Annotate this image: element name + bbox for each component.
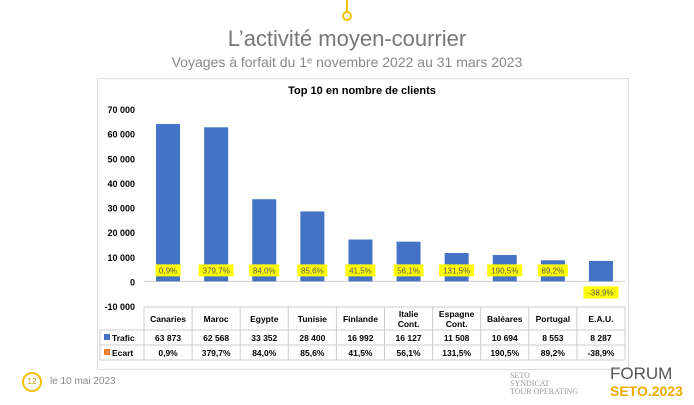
page-number: 12 xyxy=(22,372,42,392)
ecart-value: 379,7% xyxy=(202,348,231,358)
category-label: Baléares xyxy=(487,314,523,324)
ecart-data-label: 85,6% xyxy=(301,266,324,275)
ecart-label-bg xyxy=(249,264,280,277)
chart-title: Top 10 en nombre de clients xyxy=(288,85,436,97)
y-tick-label: 0 xyxy=(130,277,135,287)
ecart-data-label: 56,1% xyxy=(397,266,420,275)
ecart-value: 89,2% xyxy=(541,348,566,358)
ecart-label-bg xyxy=(198,264,234,277)
category-label: Italie xyxy=(399,309,419,319)
y-tick-label: 40 000 xyxy=(107,179,135,189)
trafic-value: 28 400 xyxy=(299,333,325,343)
legend-swatch-trafic xyxy=(104,334,110,340)
y-tick-label: 50 000 xyxy=(107,154,135,164)
category-label: Tunisie xyxy=(298,314,327,324)
category-label: Finlande xyxy=(343,314,378,324)
ecart-value: 85,6% xyxy=(300,348,325,358)
ecart-label-bg xyxy=(393,264,424,277)
ecart-label-bg xyxy=(537,264,568,277)
seto-logo: SETO SYNDICAT TOUR OPERATING xyxy=(510,371,579,396)
category-label: Cont. xyxy=(446,319,468,329)
y-tick-label: 10 000 xyxy=(107,253,135,263)
legend-label-trafic: Trafic xyxy=(112,333,135,343)
page-subtitle: Voyages à forfait du 1ᵉ novembre 2022 au… xyxy=(171,54,523,70)
category-label: Portugal xyxy=(536,314,570,324)
category-label: E.A.U. xyxy=(588,314,613,324)
legend-label-ecart: Ecart xyxy=(112,348,133,358)
category-label: Cont. xyxy=(398,319,420,329)
ecart-label-bg xyxy=(297,264,328,277)
trafic-value: 16 127 xyxy=(396,333,422,343)
legend-swatch-ecart xyxy=(104,349,110,355)
ecart-data-label: 84,0% xyxy=(253,266,276,275)
trafic-value: 8 553 xyxy=(542,333,564,343)
trafic-value: 10 694 xyxy=(492,333,518,343)
forum-year: SETO.2023 xyxy=(610,383,683,399)
y-tick-label: 30 000 xyxy=(107,204,135,214)
trafic-value: 62 568 xyxy=(203,333,229,343)
ecart-value: 190,5% xyxy=(490,348,519,358)
bar-trafic xyxy=(156,124,181,282)
y-tick-label: 20 000 xyxy=(107,228,135,238)
ecart-data-label: 89,2% xyxy=(542,266,565,275)
forum-logo: FORUM xyxy=(610,364,673,383)
ecart-value: 41,5% xyxy=(348,348,373,358)
trafic-value: 16 992 xyxy=(347,333,373,343)
ecart-data-label: -38,9% xyxy=(588,288,613,297)
ecart-value: 0,9% xyxy=(158,348,178,358)
y-tick-label: -10 000 xyxy=(104,302,135,312)
ecart-label-bg xyxy=(439,264,475,277)
y-tick-label: 60 000 xyxy=(107,130,135,140)
category-label: Espagne xyxy=(439,309,475,319)
ecart-label-bg xyxy=(155,264,181,277)
footer-date: le 10 mai 2023 xyxy=(50,376,116,387)
ecart-value: 56,1% xyxy=(396,348,421,358)
ecart-label-bg xyxy=(345,264,376,277)
y-tick-label: 70 000 xyxy=(107,105,135,115)
page-title: L’activité moyen-courrier xyxy=(227,26,467,51)
category-label: Egypte xyxy=(250,314,279,324)
bar-trafic xyxy=(588,260,613,282)
ecart-data-label: 190,5% xyxy=(491,266,518,275)
trafic-value: 8 287 xyxy=(590,333,612,343)
ecart-value: -38,9% xyxy=(587,348,614,358)
ecart-data-label: 379,7% xyxy=(203,266,230,275)
trafic-value: 11 508 xyxy=(444,333,470,343)
trafic-value: 33 352 xyxy=(251,333,277,343)
trafic-value: 63 873 xyxy=(155,333,181,343)
category-label: Maroc xyxy=(204,314,229,324)
ecart-data-label: 41,5% xyxy=(349,266,372,275)
category-label: Canaries xyxy=(150,314,186,324)
ecart-value: 84,0% xyxy=(252,348,277,358)
chart-frame xyxy=(97,78,629,370)
ecart-value: 131,5% xyxy=(442,348,471,358)
ecart-label-bg xyxy=(487,264,523,277)
ecart-label-bg xyxy=(583,286,619,299)
ecart-data-label: 131,5% xyxy=(443,266,470,275)
bar-trafic xyxy=(204,127,229,282)
ecart-data-label: 0,9% xyxy=(159,266,177,275)
